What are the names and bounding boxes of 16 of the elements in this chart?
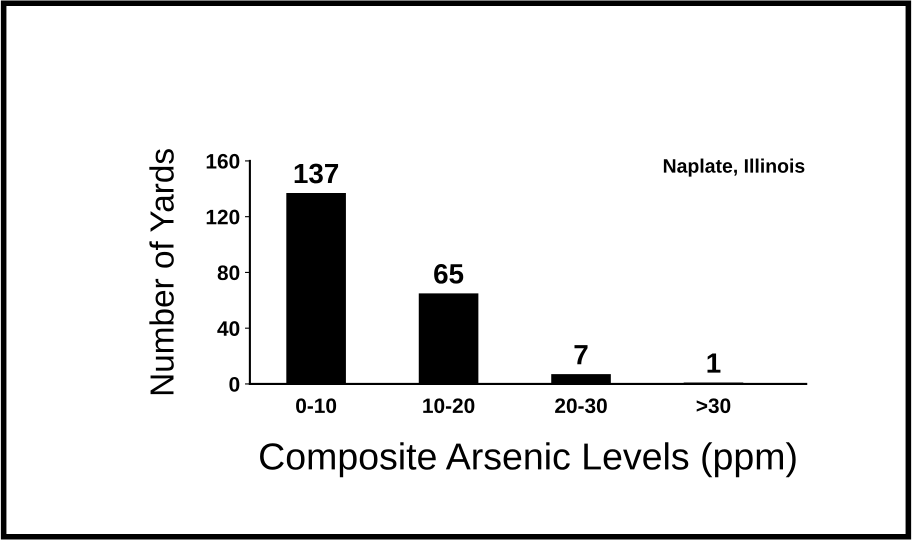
data-label: 7 <box>574 345 588 364</box>
data-label: 137 <box>294 164 338 184</box>
y-tick-label: 0 <box>229 376 240 392</box>
y-tick-label: 160 <box>206 154 240 169</box>
y-tick-label: 40 <box>217 321 240 336</box>
y-tick-label: 80 <box>218 265 240 280</box>
x-tick-label: 0-10 <box>296 398 336 414</box>
x-axis-title: Composite Arsenic Levels (ppm) <box>260 442 796 478</box>
x-tick-label: 10-20 <box>423 398 474 414</box>
data-label: 1 <box>708 354 720 373</box>
y-tick-label: 120 <box>206 210 240 224</box>
y-axis-title: Number of Yards <box>149 149 174 394</box>
x-tick-label: >30 <box>696 398 730 414</box>
annotation: Naplate, Illinois <box>664 158 804 177</box>
x-tick-label: 20-30 <box>555 398 607 414</box>
data-label: 65 <box>434 264 464 284</box>
